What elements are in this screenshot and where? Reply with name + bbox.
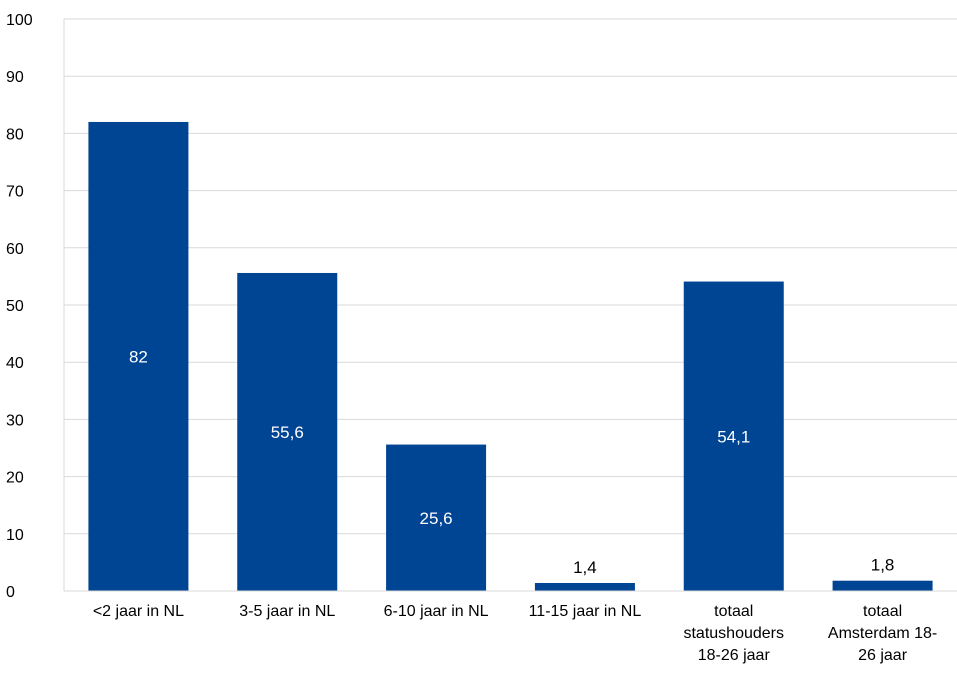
y-tick-label: 40 [6,355,24,372]
x-category-label: 3-5 jaar in NL [239,603,335,620]
data-label-1: 55,6 [271,423,304,442]
data-label-5: 1,8 [871,556,895,575]
bars [88,121,933,592]
data-label-4: 54,1 [717,427,750,446]
x-category-label: totaal [714,603,753,620]
data-labels: 82 55,6 25,6 1,4 54,1 1,8 [129,347,894,577]
y-tick-label: 20 [6,470,24,487]
y-tick-label: 0 [6,584,15,601]
x-category-label: totaal [863,603,902,620]
bar-0 [88,121,189,592]
y-tick-label: 100 [6,12,33,29]
x-category-label: 6-10 jaar in NL [384,603,489,620]
y-tick-label: 50 [6,298,24,315]
bar-4 [683,281,784,591]
bar-5 [832,580,933,591]
y-tick-label: 70 [6,184,24,201]
data-label-2: 25,6 [420,509,453,528]
x-category-label: Amsterdam 18- [828,625,937,642]
y-tick-label: 10 [6,527,24,544]
data-label-3: 1,4 [573,558,597,577]
x-category-label: 18-26 jaar [698,647,771,664]
y-tick-label: 60 [6,241,24,258]
bar-1 [237,272,338,591]
x-category-label: <2 jaar in NL [93,603,184,620]
x-axis-category-labels: <2 jaar in NL 3-5 jaar in NL 6-10 jaar in … [93,603,937,664]
y-tick-label: 90 [6,69,24,86]
data-label-0: 82 [129,347,148,366]
x-category-label: 11-15 jaar in NL [529,603,642,620]
gridlines [63,18,957,591]
bar-2 [386,444,487,591]
x-category-label: statushouders [683,625,784,642]
x-category-label: 26 jaar [858,647,908,664]
y-tick-label: 30 [6,412,24,429]
y-tick-label: 80 [6,126,24,143]
bar-3 [534,582,635,591]
y-axis-tick-labels: 0 10 20 30 40 50 60 70 80 90 100 [6,12,33,601]
